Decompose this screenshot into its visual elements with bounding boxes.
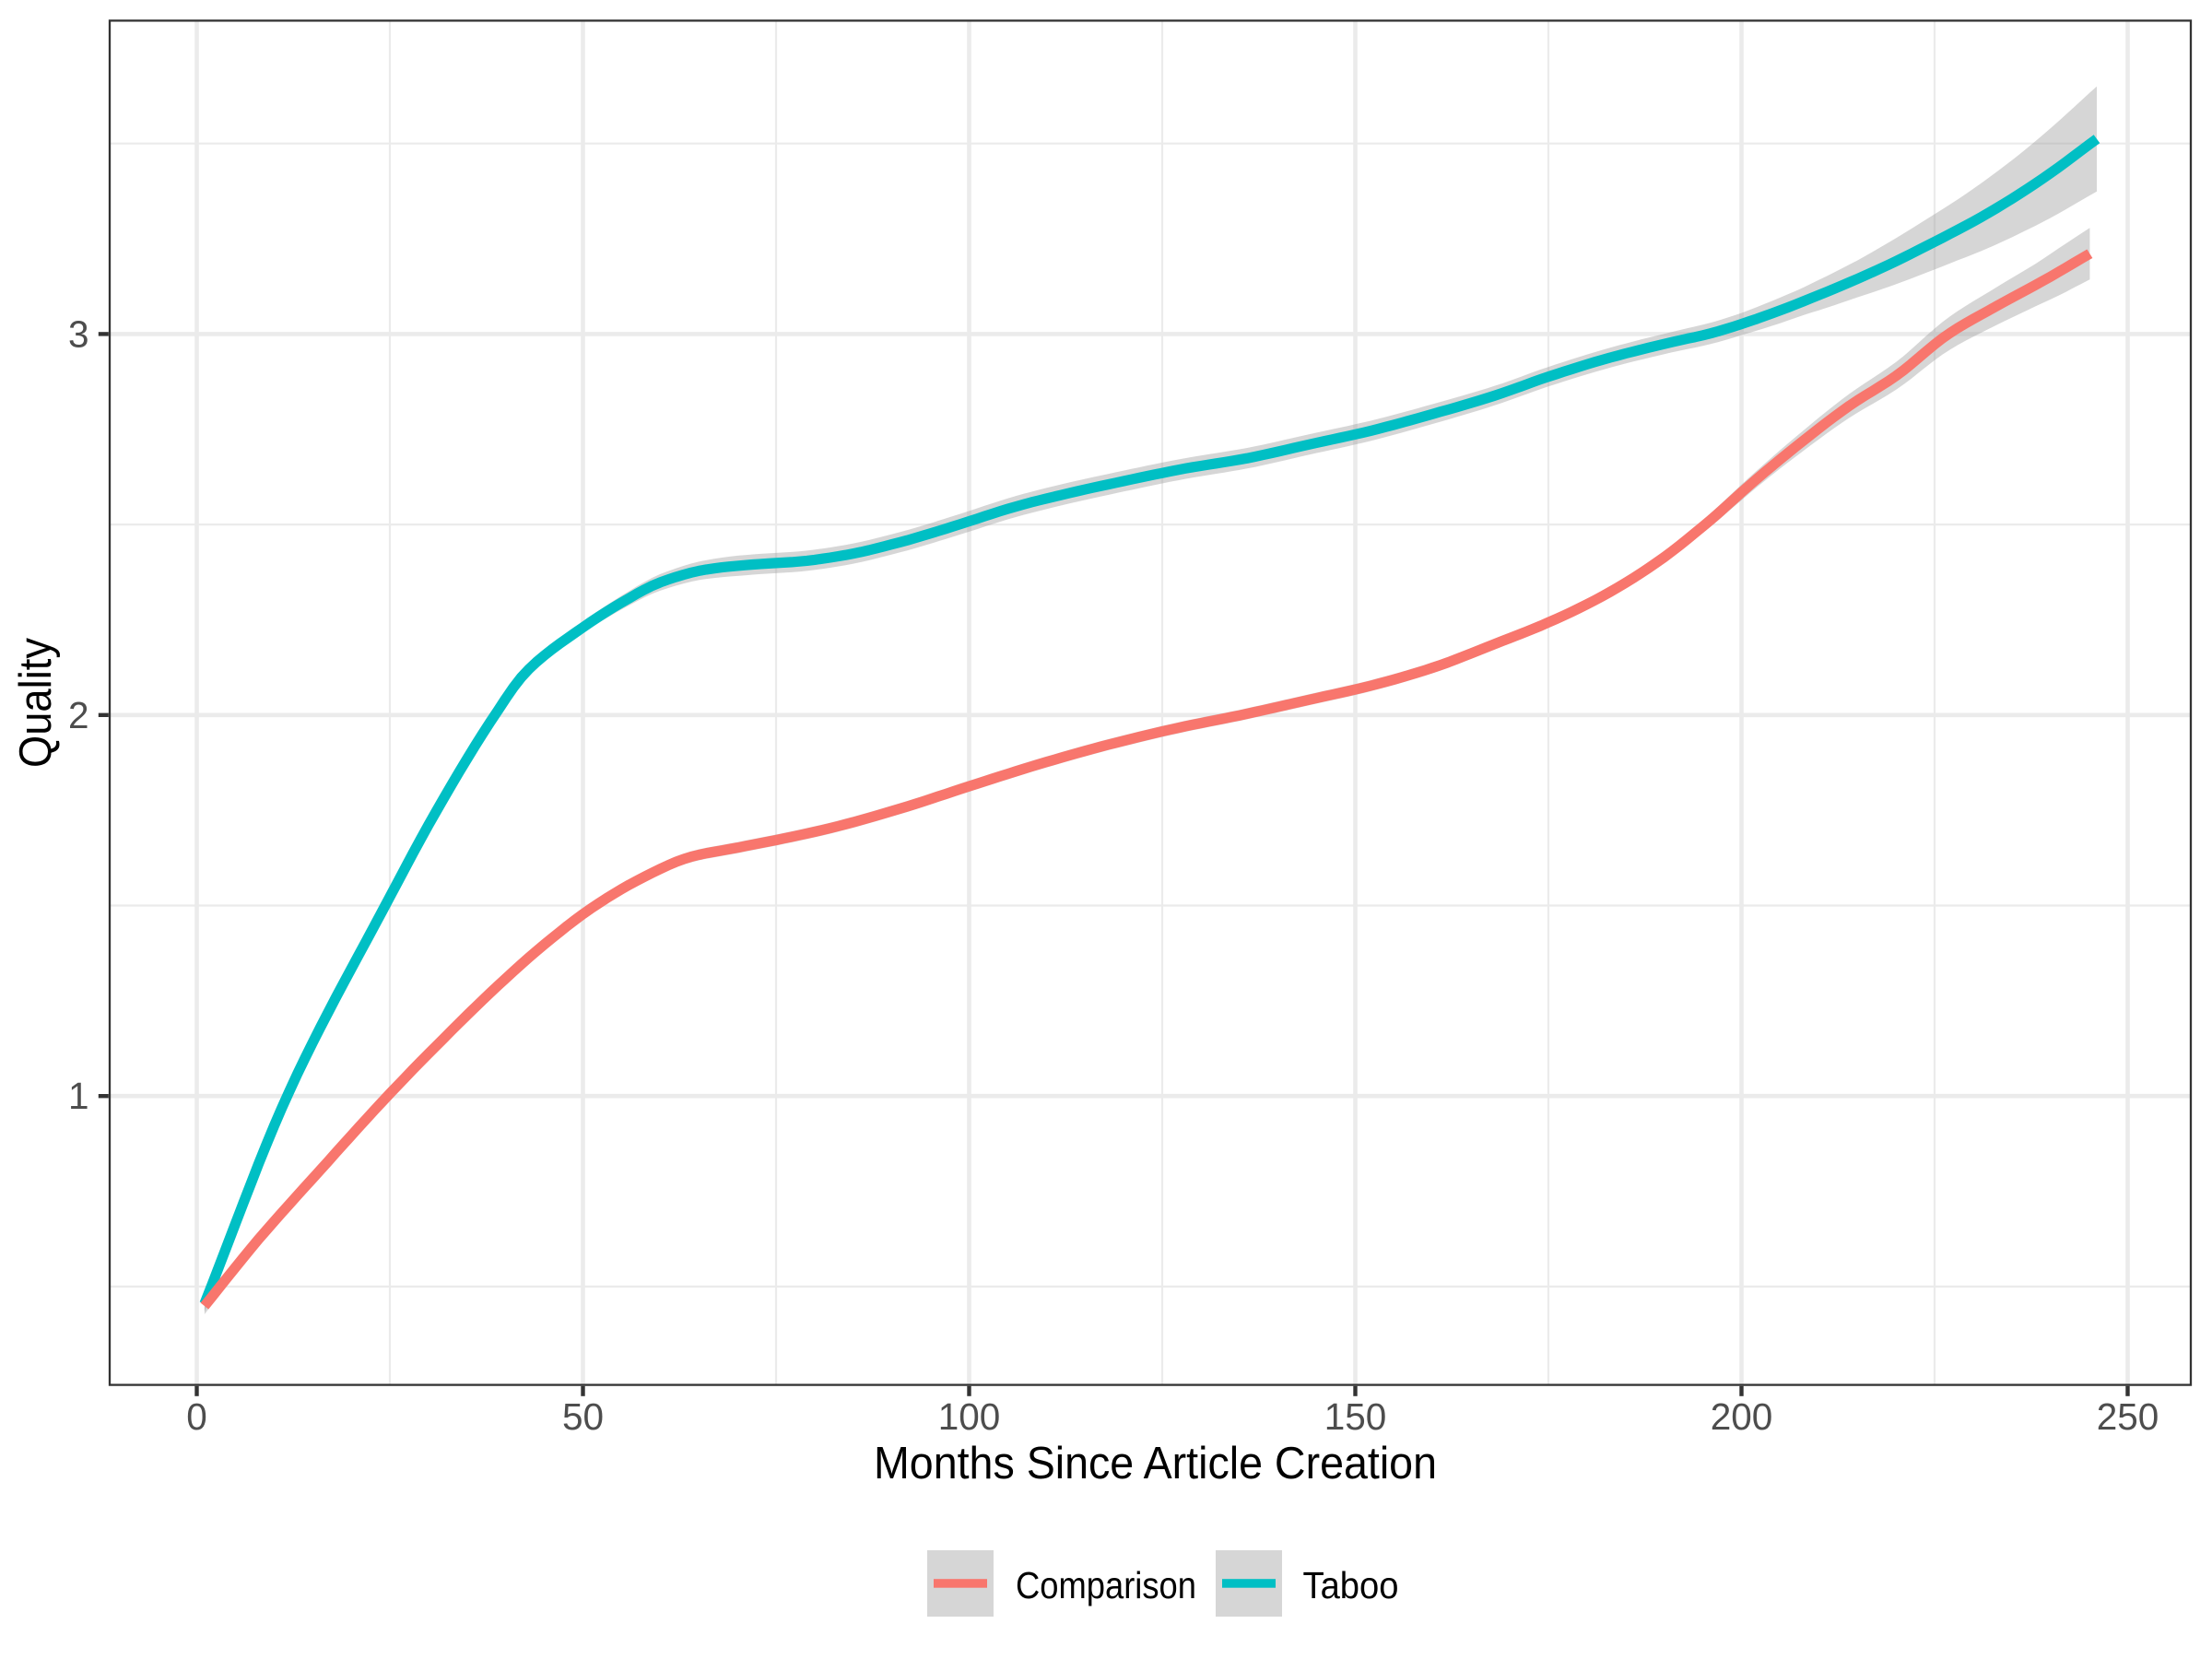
svg-text:Months Since Article Creation: Months Since Article Creation	[874, 1439, 1437, 1488]
svg-text:Comparison: Comparison	[1016, 1564, 1196, 1606]
svg-text:150: 150	[1324, 1395, 1387, 1438]
svg-text:1: 1	[68, 1075, 89, 1117]
svg-text:200: 200	[1711, 1395, 1773, 1438]
svg-text:250: 250	[2097, 1395, 2159, 1438]
svg-text:0: 0	[186, 1395, 207, 1438]
svg-text:Quality: Quality	[11, 638, 61, 768]
svg-text:3: 3	[68, 312, 89, 355]
svg-text:50: 50	[562, 1395, 604, 1438]
svg-text:100: 100	[938, 1395, 1001, 1438]
svg-text:Taboo: Taboo	[1303, 1564, 1399, 1606]
svg-text:2: 2	[68, 694, 89, 736]
